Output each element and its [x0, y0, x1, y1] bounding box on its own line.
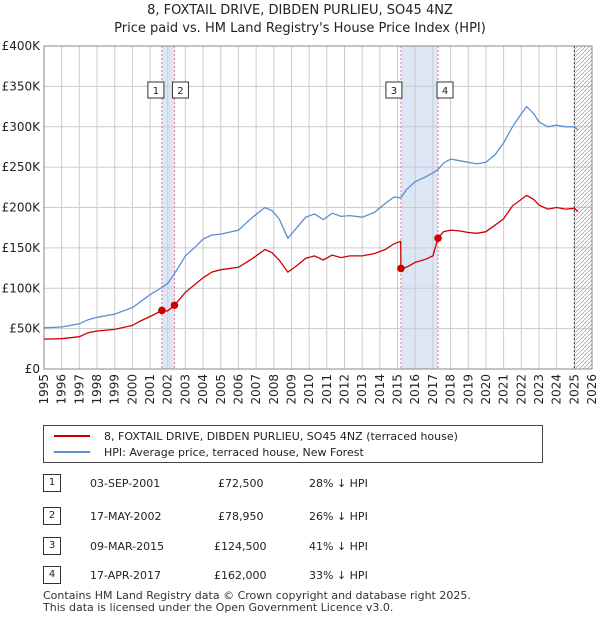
- legend-item-property: 8, FOXTAIL DRIVE, DIBDEN PURLIEU, SO45 4…: [54, 429, 458, 443]
- legend-swatch-property: [54, 435, 90, 437]
- transaction-hpi-diff: 33% ↓ HPI: [309, 569, 368, 582]
- x-tick-label: 2025: [567, 374, 581, 405]
- transaction-date: 17-MAY-2002: [90, 510, 162, 523]
- x-tick-label: 2009: [284, 374, 298, 405]
- x-tick-label: 1996: [55, 374, 69, 405]
- x-tick-label: 2022: [514, 374, 528, 405]
- x-tick-label: 2000: [125, 374, 139, 405]
- transaction-price: £162,000: [214, 569, 267, 582]
- x-tick-label: 2008: [267, 374, 281, 405]
- y-tick-label: £200K: [2, 201, 42, 215]
- legend-label-property: 8, FOXTAIL DRIVE, DIBDEN PURLIEU, SO45 4…: [104, 429, 458, 443]
- sale-label-text: 3: [391, 86, 397, 97]
- sale-label-box: [385, 81, 403, 99]
- x-tick-label: 2020: [479, 374, 493, 405]
- sale-point: [397, 264, 405, 273]
- x-tick-label: 2005: [214, 374, 228, 405]
- hpi-series-line: [43, 105, 579, 329]
- x-tick-label: 2013: [355, 374, 369, 405]
- transaction-hpi-diff: 26% ↓ HPI: [309, 510, 368, 523]
- legend-label-hpi: HPI: Average price, terraced house, New …: [104, 445, 364, 459]
- x-tick-label: 2024: [550, 374, 564, 405]
- price-chart: 1 2 3 4 £0 £50K £100K £150K £200K £250K £300K £350K…: [2, 39, 599, 405]
- sale-label-box: [147, 81, 165, 99]
- x-tick-label: 2023: [532, 374, 546, 405]
- x-tick-label: 2003: [178, 374, 192, 405]
- sale-label-box: [171, 81, 189, 99]
- footer-copyright: Contains HM Land Registry data © Crown c…: [43, 589, 471, 602]
- x-tick-label: 2006: [231, 374, 245, 405]
- x-tick-label: 2001: [143, 374, 157, 405]
- y-tick-label: £150K: [2, 241, 42, 255]
- x-tick-label: 1995: [37, 374, 51, 405]
- legend-swatch-hpi: [54, 451, 90, 453]
- transaction-price: £78,950: [218, 510, 264, 523]
- x-tick-label: 2017: [426, 374, 440, 405]
- x-tick-label: 1999: [108, 374, 122, 405]
- transaction-price: £72,500: [218, 477, 264, 490]
- transaction-date: 17-APR-2017: [90, 569, 162, 582]
- y-tick-label: £250K: [2, 160, 42, 174]
- transaction-hpi-diff: 28% ↓ HPI: [309, 477, 368, 490]
- x-tick-label: 2015: [391, 374, 405, 405]
- x-tick-label: 2019: [461, 374, 475, 405]
- y-tick-label: £300K: [2, 120, 42, 134]
- transaction-hpi-diff: 41% ↓ HPI: [309, 540, 368, 553]
- x-tick-label: 2014: [373, 374, 387, 405]
- y-tick-label: £50K: [9, 322, 41, 336]
- legend: 8, FOXTAIL DRIVE, DIBDEN PURLIEU, SO45 4…: [43, 425, 543, 463]
- y-tick-label: £100K: [2, 281, 42, 295]
- x-tick-label: 1997: [72, 374, 86, 405]
- sale-point: [158, 306, 166, 315]
- transaction-number: 3: [43, 537, 61, 555]
- x-tick-label: 2018: [444, 374, 458, 405]
- x-tick-label: 2016: [408, 374, 422, 405]
- forecast-region: [574, 46, 592, 369]
- x-tick-label: 2011: [320, 374, 334, 405]
- sale-point: [434, 234, 442, 242]
- transaction-price: £124,500: [214, 540, 267, 553]
- transaction-number: 2: [43, 507, 61, 525]
- y-tick-label: £0: [25, 362, 40, 376]
- sale-label-text: 1: [153, 86, 159, 97]
- x-tick-label: 2002: [161, 374, 175, 405]
- transaction-number: 1: [43, 474, 61, 492]
- property-series-line: [43, 194, 579, 340]
- x-tick-label: 2004: [196, 374, 210, 405]
- x-tick-label: 1998: [90, 374, 104, 405]
- x-tick-label: 2026: [585, 374, 599, 405]
- transaction-date: 09-MAR-2015: [90, 540, 165, 553]
- sale-label-box: [436, 81, 454, 99]
- legend-item-hpi: HPI: Average price, terraced house, New …: [54, 445, 364, 459]
- plot-area-border: [43, 45, 593, 370]
- x-tick-label: 2012: [338, 374, 352, 405]
- x-tick-label: 2021: [497, 374, 511, 405]
- x-tick-label: 2007: [249, 374, 263, 405]
- sale-label-text: 4: [442, 86, 448, 97]
- transaction-number: 4: [43, 566, 61, 584]
- transaction-date: 03-SEP-2001: [90, 477, 161, 490]
- sale-label-text: 2: [177, 86, 183, 97]
- sale-point: [170, 301, 179, 310]
- y-tick-label: £350K: [2, 79, 42, 93]
- y-tick-label: £400K: [2, 39, 42, 53]
- x-tick-label: 2010: [302, 374, 316, 405]
- chart-title-line2: Price paid vs. HM Land Registry's House …: [114, 21, 486, 36]
- footer-license: This data is licensed under the Open Gov…: [43, 601, 394, 614]
- chart-title-line1: 8, FOXTAIL DRIVE, DIBDEN PURLIEU, SO45 4…: [147, 3, 453, 18]
